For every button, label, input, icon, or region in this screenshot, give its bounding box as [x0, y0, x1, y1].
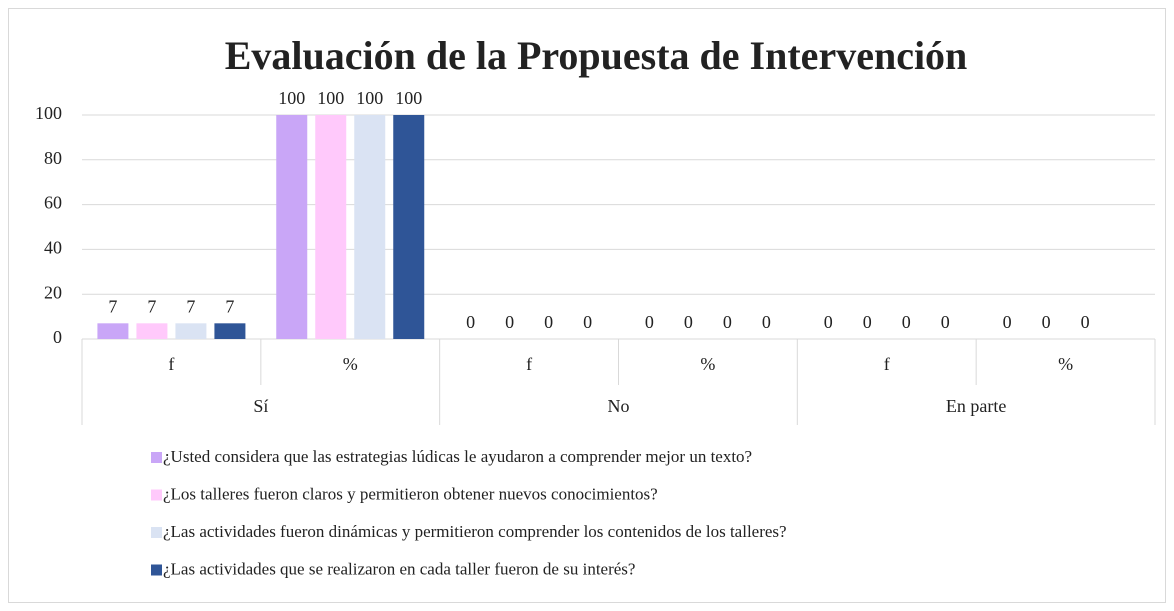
- data-label: 0: [1081, 312, 1090, 332]
- x-tick-label: %: [1058, 354, 1073, 374]
- y-tick-label: 20: [44, 282, 62, 302]
- legend-label: ¿Usted considera que las estrategias lúd…: [163, 447, 752, 466]
- legend-label: ¿Los talleres fueron claros y permitiero…: [163, 484, 658, 503]
- data-label: 7: [186, 296, 195, 316]
- group-label: Sí: [253, 396, 268, 416]
- data-label: 0: [902, 312, 911, 332]
- data-label: 0: [466, 312, 475, 332]
- data-label: 0: [544, 312, 553, 332]
- legend-swatch: [151, 452, 162, 463]
- data-label: 0: [1003, 312, 1012, 332]
- data-label: 0: [762, 312, 771, 332]
- x-tick-label: f: [884, 354, 890, 374]
- data-label: 0: [684, 312, 693, 332]
- data-label: 7: [225, 296, 234, 316]
- y-tick-label: 40: [44, 238, 62, 258]
- legend-label: ¿Las actividades fueron dinámicas y perm…: [163, 522, 787, 541]
- data-label: 0: [505, 312, 514, 332]
- x-tick-label: f: [168, 354, 174, 374]
- chart-title: Evaluación de la Propuesta de Intervenci…: [225, 33, 968, 78]
- bar: [354, 115, 386, 339]
- bar: [175, 323, 207, 339]
- y-tick-label: 0: [53, 327, 62, 347]
- bar: [136, 323, 168, 339]
- bar: [393, 115, 425, 339]
- data-label: 0: [723, 312, 732, 332]
- data-label: 100: [278, 88, 305, 108]
- legend-swatch: [151, 527, 162, 538]
- legend-swatch: [151, 489, 162, 501]
- data-label: 0: [941, 312, 950, 332]
- bar: [214, 323, 246, 339]
- x-tick-label: %: [343, 354, 358, 374]
- x-tick-label: %: [700, 354, 715, 374]
- data-label: 100: [356, 88, 383, 108]
- data-label: 100: [317, 88, 344, 108]
- data-label: 0: [583, 312, 592, 332]
- y-tick-label: 100: [35, 103, 62, 123]
- data-label: 0: [645, 312, 654, 332]
- group-label: En parte: [946, 396, 1006, 416]
- y-tick-label: 60: [44, 193, 62, 213]
- data-label: 7: [108, 296, 117, 316]
- chart-frame: [8, 8, 1166, 603]
- bar: [276, 115, 308, 339]
- legend-label: ¿Las actividades que se realizaron en ca…: [163, 559, 635, 578]
- y-tick-label: 80: [44, 148, 62, 168]
- group-label: No: [608, 396, 630, 416]
- data-label: 0: [863, 312, 872, 332]
- data-label: 0: [824, 312, 833, 332]
- bar: [315, 115, 347, 339]
- legend-swatch: [151, 564, 162, 576]
- bar: [97, 323, 129, 339]
- x-tick-label: f: [526, 354, 532, 374]
- data-label: 7: [147, 296, 156, 316]
- data-label: 100: [395, 88, 422, 108]
- data-label: 0: [1042, 312, 1051, 332]
